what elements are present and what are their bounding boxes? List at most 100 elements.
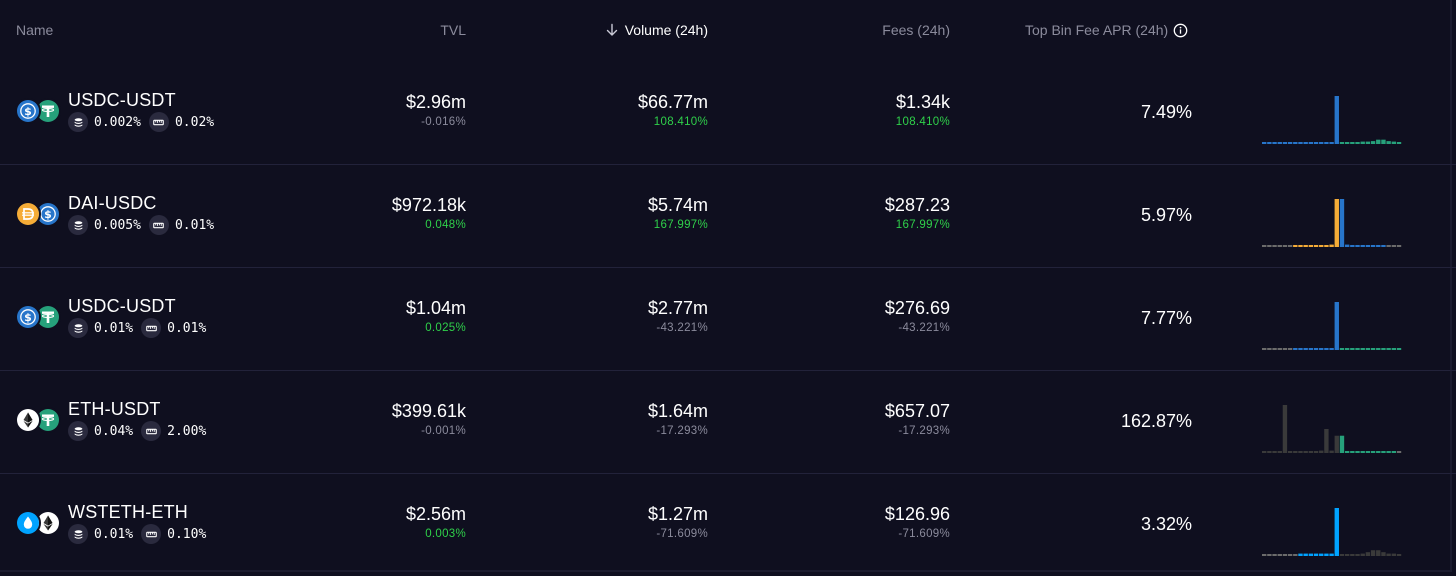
pair-name[interactable]: USDC-USDT [68, 296, 176, 316]
column-header-tvl[interactable]: TVL [440, 22, 466, 38]
bin-bar [1303, 348, 1308, 350]
pool-params: 0.002% 0.02% [68, 112, 222, 132]
tvl-value: $2.96m [405, 92, 466, 112]
bin-bar [1298, 245, 1303, 247]
bin-bar [1324, 348, 1329, 350]
pair-name[interactable]: DAI-USDC [68, 193, 157, 213]
bin-bar [1324, 429, 1329, 453]
bin-bar [1376, 550, 1381, 556]
bin-bar [1386, 245, 1391, 247]
bin-bar [1365, 245, 1371, 247]
tvl-change: 0.048% [425, 219, 466, 231]
bin-bar [1272, 142, 1277, 144]
pool-row-1[interactable]: $ USDC-USDT 0.002% 0.02% $2.96m -0.016% … [0, 62, 1456, 165]
bin-bar [1282, 405, 1288, 453]
bin-bar [1319, 348, 1324, 350]
bin-bar [1360, 141, 1365, 144]
fees-change: 108.410% [895, 116, 950, 128]
bin-bar [1344, 244, 1350, 247]
bin-bar [1376, 451, 1381, 453]
bin-bar [1303, 245, 1308, 247]
tvl-value: $972.18k [391, 195, 466, 215]
bin-step-value: 0.005% [94, 217, 141, 233]
volume-value: $1.27m [647, 504, 708, 524]
column-header-fees[interactable]: Fees (24h) [882, 22, 950, 38]
usdc-icon: $ [15, 98, 41, 124]
bin-bar [1339, 435, 1345, 453]
bin-bar [1267, 348, 1272, 350]
bin-bar [1370, 245, 1376, 247]
bin-bar [1386, 141, 1391, 144]
bin-bar [1344, 451, 1350, 453]
bin-bar [1308, 553, 1314, 556]
pool-row-3[interactable]: $ USDC-USDT 0.01% 0.01% $1.04m 0.025% $2… [0, 268, 1456, 371]
tvl-value: $2.56m [405, 504, 466, 524]
bin-bar [1350, 554, 1355, 556]
pool-row-2[interactable]: $ DAI-USDC 0.005% 0.01% $972.18k 0.048% … [0, 165, 1456, 268]
bin-bar [1319, 450, 1324, 453]
volume-value: $2.77m [647, 298, 708, 318]
top-bin-apr-value: 3.32% [1140, 514, 1192, 534]
bin-bar [1339, 142, 1345, 144]
bin-bar [1386, 348, 1391, 350]
bin-bar [1386, 553, 1391, 556]
bin-bar [1282, 348, 1288, 350]
bin-bar [1396, 245, 1402, 247]
bin-bar [1370, 348, 1376, 350]
column-header-name[interactable]: Name [16, 22, 54, 38]
token-pair-icons: $ [15, 98, 63, 124]
pool-row-5[interactable]: WSTETH-ETH 0.01% 0.10% $2.56m 0.003% $1.… [0, 474, 1456, 576]
bin-bar [1355, 142, 1360, 144]
bin-bar [1308, 451, 1314, 453]
bin-bar [1360, 245, 1365, 247]
pair-name[interactable]: WSTETH-ETH [68, 502, 188, 522]
pool-row-4[interactable]: ETH-USDT 0.04% 2.00% $399.61k -0.001% $1… [0, 371, 1456, 474]
pair-name[interactable]: ETH-USDT [68, 399, 161, 419]
bin-bar [1287, 451, 1293, 453]
bin-bar [1313, 142, 1319, 144]
bin-step-value: 0.002% [94, 114, 141, 130]
column-header-apr[interactable]: Top Bin Fee APR (24h) [1025, 22, 1188, 38]
bin-bar [1355, 348, 1360, 350]
base-fee-value: 0.10% [167, 526, 207, 542]
bin-bar [1396, 348, 1402, 350]
bin-bar [1267, 451, 1272, 453]
bin-bar [1298, 142, 1303, 144]
bin-bar [1293, 142, 1298, 144]
fees-value: $276.69 [884, 298, 950, 318]
token-pair-icons [15, 407, 63, 433]
tvl-change: -0.001% [421, 425, 466, 437]
bin-bar [1298, 553, 1303, 556]
bin-bar [1329, 244, 1334, 247]
bin-bar [1365, 141, 1371, 144]
volume-change: -71.609% [656, 528, 708, 540]
bin-bar [1391, 348, 1397, 350]
arrow-down-icon [605, 23, 619, 37]
bin-bar [1277, 451, 1282, 453]
volume-change: -17.293% [656, 425, 708, 437]
column-header-volume[interactable]: Volume (24h) [605, 22, 708, 38]
bin-bar [1267, 554, 1272, 556]
base-fee-value: 0.01% [167, 320, 207, 336]
bin-bar [1344, 142, 1350, 144]
ruler-icon [148, 112, 169, 132]
bin-bar [1391, 245, 1397, 247]
bin-bar [1293, 245, 1298, 247]
pair-name[interactable]: USDC-USDT [68, 90, 176, 110]
eth-icon [15, 407, 41, 433]
top-bin-apr-value: 162.87% [1120, 411, 1192, 431]
bin-step-value: 0.01% [94, 320, 134, 336]
fees-change: -17.293% [898, 425, 950, 437]
coins-stack-icon [68, 215, 88, 235]
bin-bar [1360, 348, 1365, 350]
info-circle-icon[interactable] [1173, 23, 1188, 38]
bin-bar [1370, 141, 1376, 144]
bin-bar [1324, 553, 1329, 556]
bin-bar [1298, 451, 1303, 453]
bin-bar [1396, 554, 1402, 556]
bin-bar [1319, 553, 1324, 556]
top-bin-apr-value: 7.49% [1140, 102, 1192, 122]
bin-bar [1365, 451, 1371, 453]
bin-step-value: 0.01% [94, 526, 134, 542]
